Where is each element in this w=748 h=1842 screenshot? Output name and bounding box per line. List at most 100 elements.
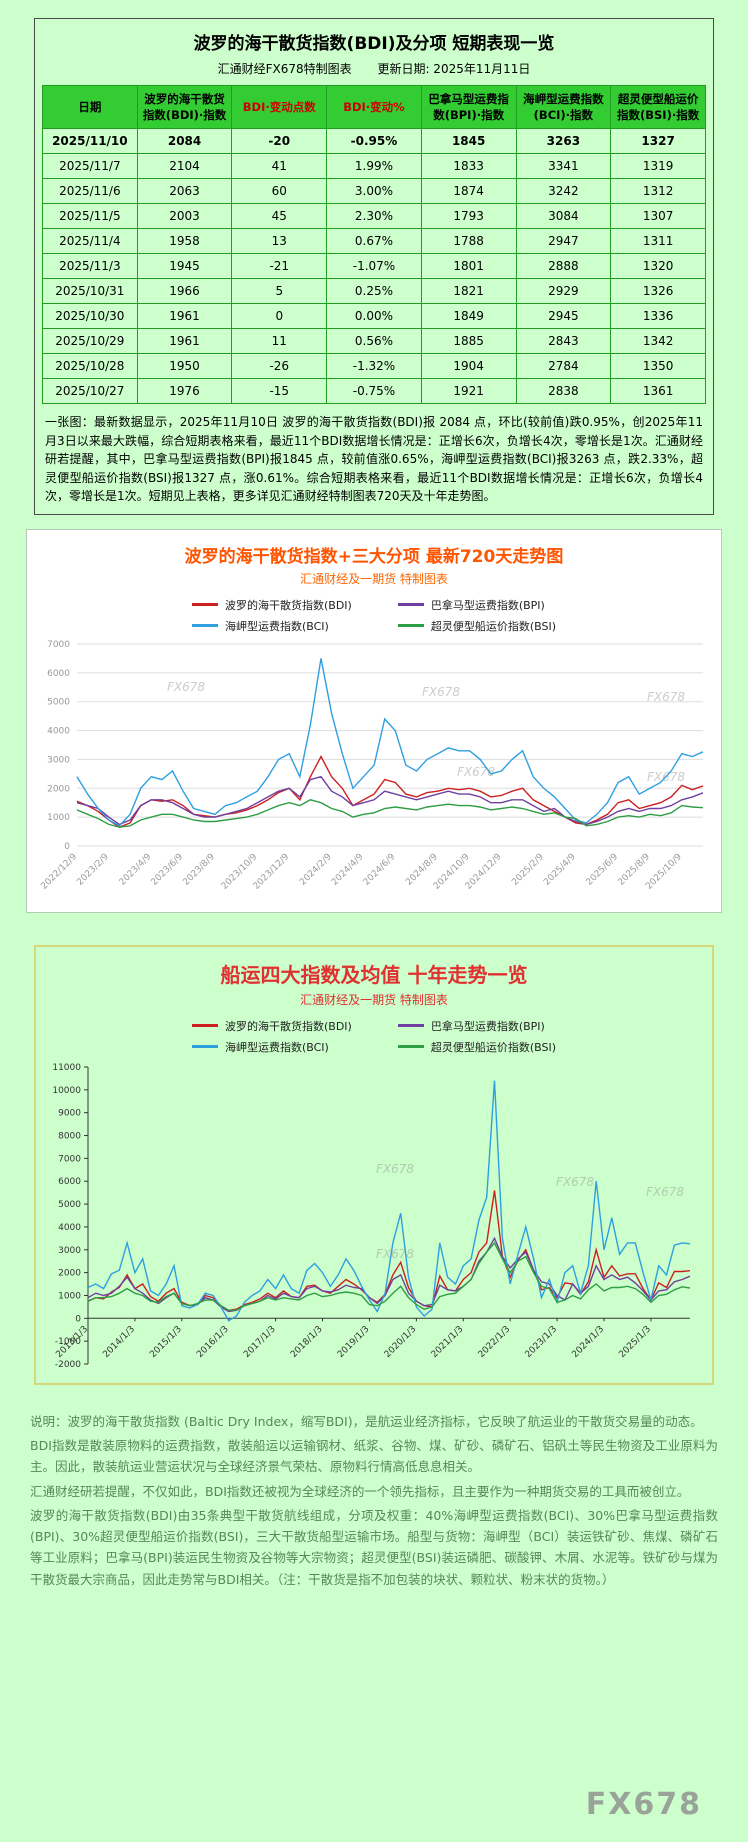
table-row: 2025/10/29 1961 11 0.56% 1885 2843 1342	[42, 328, 706, 354]
column-header: 海岬型运费指数 (BCI)·指数	[515, 85, 612, 129]
chart-10y-panel: 船运四大指数及均值 十年走势一览 汇通财经及一期货 特制图表 波罗的海干散货指数…	[34, 944, 714, 1385]
table-cell: 1336	[610, 303, 706, 329]
table-cell: 41	[231, 153, 328, 179]
table-cell: 1874	[420, 178, 517, 204]
table-cell: 2025/11/5	[42, 203, 138, 229]
page: { "watermark": "FX678", "panel1": { "tit…	[0, 18, 748, 1842]
legend-label-bpi: 巴拿马型运费指数(BPI)	[430, 598, 545, 612]
x-tick-label: 2023/2/9	[75, 852, 111, 888]
legend-item-bdi: 波罗的海干散货指数(BDI)	[191, 597, 352, 613]
series-line	[87, 1080, 691, 1322]
table-cell: 1961	[136, 303, 233, 329]
bci-line-swatch	[191, 624, 218, 628]
x-tick-label: 2023/4/9	[118, 852, 154, 888]
table-cell: 3341	[515, 153, 612, 179]
legend-label-bsi: 超灵便型船运价指数(BSI)	[430, 619, 556, 633]
x-tick-label: 2020/1/3	[383, 1324, 419, 1360]
table-cell: 2025/11/4	[42, 228, 138, 254]
explanation-paragraph: 波罗的海干散货指数(BDI)由35条典型干散货航线组成，分项及权重：40%海岬型…	[30, 1507, 718, 1587]
series-line	[76, 754, 704, 828]
table-cell: 1320	[610, 253, 706, 279]
summary-text: 一张图：最新数据显示，2025年11月10日 波罗的海干散货指数(BDI)报 2…	[45, 415, 703, 504]
legend-label-bsi: 超灵便型船运价指数(BSI)	[430, 1040, 556, 1054]
chart-720d-panel: 波罗的海干散货指数+三大分项 最新720天走势图 汇通财经及一期货 特制图表 波…	[26, 528, 722, 913]
page-title: 波罗的海干散货指数(BDI)及分项 短期表现一览	[193, 34, 555, 54]
table-cell: 1885	[420, 328, 517, 354]
table-cell: 1958	[136, 228, 233, 254]
table-cell: 2843	[515, 328, 612, 354]
table-cell: -1.32%	[326, 353, 422, 379]
x-tick-label: 2019/1/3	[336, 1324, 372, 1360]
column-header: BDI·变动%	[326, 85, 422, 129]
table-cell: 3084	[515, 203, 612, 229]
table-cell: 1950	[136, 353, 233, 379]
legend-label-bdi: 波罗的海干散货指数(BDI)	[224, 1019, 352, 1033]
table-cell: 0.00%	[326, 303, 422, 329]
chart-10y-title: 船运四大指数及均值 十年走势一览	[220, 962, 528, 987]
y-tick-label: 6000	[58, 1177, 81, 1187]
legend-label-bci: 海岬型运费指数(BCI)	[224, 1040, 329, 1054]
y-tick-label: 6000	[47, 669, 70, 679]
y-tick-label: -1000	[55, 1337, 81, 1347]
table-cell: -0.95%	[326, 128, 422, 154]
table-cell: 2929	[515, 278, 612, 304]
table-cell: 2947	[515, 228, 612, 254]
short-term-panel: 波罗的海干散货指数(BDI)及分项 短期表现一览 汇通财经FX678特制图表 更…	[34, 18, 714, 515]
table-cell: 5	[231, 278, 328, 304]
table-cell: 1361	[610, 378, 706, 404]
table-cell: 3.00%	[326, 178, 422, 204]
y-tick-label: 1000	[58, 1291, 81, 1301]
table-cell: 2025/10/31	[42, 278, 138, 304]
y-tick-label: -2000	[55, 1360, 81, 1370]
table-cell: 1327	[610, 128, 706, 154]
table-cell: 1793	[420, 203, 517, 229]
bdi-table: 日期 波罗的海干散货 指数(BDI)·指数 BDI·变动点数 BDI·变动% 巴拿马型运…	[42, 85, 706, 404]
legend-label-bci: 海岬型运费指数(BCI)	[224, 619, 329, 633]
series-line	[87, 1236, 691, 1313]
table-cell: 1801	[420, 253, 517, 279]
bpi-line-swatch	[397, 1024, 424, 1028]
chart-720d-title: 波罗的海干散货指数+三大分项 最新720天走势图	[184, 546, 564, 567]
bdi-table-head-row: 日期 波罗的海干散货 指数(BDI)·指数 BDI·变动点数 BDI·变动% 巴拿马型运…	[42, 85, 706, 129]
series-line	[76, 658, 704, 827]
series-line	[76, 799, 704, 828]
table-row: 2025/10/31 1966 5 0.25% 1821 2929 1326	[42, 278, 706, 304]
table-cell: 2838	[515, 378, 612, 404]
table-cell: 60	[231, 178, 328, 204]
x-tick-label: 2017/1/3	[242, 1324, 278, 1360]
table-row: 2025/10/28 1950 -26 -1.32% 1904 2784 1350	[42, 353, 706, 379]
table-cell: 3242	[515, 178, 612, 204]
table-row: 2025/10/27 1976 -15 -0.75% 1921 2838 1361	[42, 378, 706, 404]
table-row: 2025/11/6 2063 60 3.00% 1874 3242 1312	[42, 178, 706, 204]
y-tick-label: 7000	[58, 1154, 81, 1164]
table-cell: 2.30%	[326, 203, 422, 229]
x-tick-label: 2018/1/3	[289, 1324, 325, 1360]
x-tick-label: 2016/1/3	[195, 1324, 231, 1360]
x-tick-label: 2025/4/9	[542, 852, 578, 888]
column-header: 日期	[42, 85, 138, 129]
fx678-watermark: FX678	[585, 1787, 702, 1822]
y-tick-label: 3000	[47, 755, 70, 765]
x-tick-label: 2022/12/9	[39, 852, 79, 892]
legend-label-bdi: 波罗的海干散货指数(BDI)	[224, 598, 352, 612]
table-cell: 1921	[420, 378, 517, 404]
table-cell: 11	[231, 328, 328, 354]
table-cell: 1833	[420, 153, 517, 179]
legend-item-bsi: 超灵便型船运价指数(BSI)	[397, 1039, 556, 1055]
table-cell: 3263	[515, 128, 612, 154]
table-row: 2025/11/7 2104 41 1.99% 1833 3341 1319	[42, 153, 706, 179]
column-header: 超灵便型船运价 指数(BSI)·指数	[610, 85, 706, 129]
explanation-paragraph: BDI指数是散装原物料的运费指数，散装船运以运输钢材、纸浆、谷物、煤、矿砂、磷矿…	[30, 1438, 718, 1475]
legend-label-bpi: 巴拿马型运费指数(BPI)	[430, 1019, 545, 1033]
table-cell: 2945	[515, 303, 612, 329]
table-cell: 2025/10/29	[42, 328, 138, 354]
table-cell: 2025/10/30	[42, 303, 138, 329]
table-cell: 1961	[136, 328, 233, 354]
page-subtitle: 汇通财经FX678特制图表 更新日期: 2025年11月11日	[42, 60, 706, 77]
table-row: 2025/11/3 1945 -21 -1.07% 1801 2888 1320	[42, 253, 706, 279]
x-tick-label: 2023/1/3	[524, 1324, 560, 1360]
legend-item-bpi: 巴拿马型运费指数(BPI)	[397, 597, 556, 613]
x-tick-label: 2015/1/3	[148, 1324, 184, 1360]
table-cell: 0	[231, 303, 328, 329]
table-cell: 1350	[610, 353, 706, 379]
